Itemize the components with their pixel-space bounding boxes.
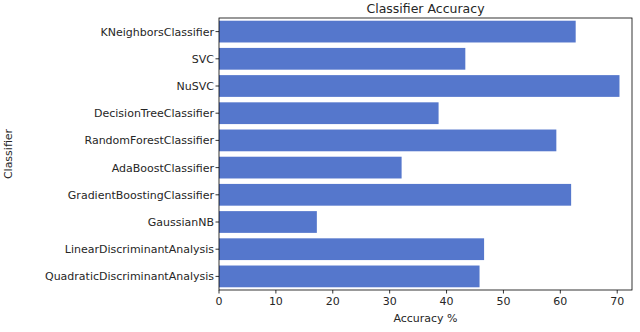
- y-tick: [216, 58, 220, 59]
- x-tick-label: 50: [496, 295, 510, 308]
- bar: [219, 211, 317, 233]
- y-tick: [216, 167, 220, 168]
- chart-container: KNeighborsClassifier SVC NuSVC DecisionTree…: [0, 0, 640, 332]
- category-label: SVC: [192, 53, 215, 66]
- y-tick: [216, 86, 220, 87]
- category-label: GaussianNB: [148, 216, 214, 229]
- y-tick: [216, 194, 220, 195]
- x-tick: [446, 290, 447, 294]
- x-tick: [219, 290, 220, 294]
- x-tick-label: 40: [440, 295, 454, 308]
- y-tick: [216, 31, 220, 32]
- bar: [219, 75, 619, 97]
- category-label: DecisionTreeClassifier: [94, 107, 214, 120]
- y-tick: [216, 113, 220, 114]
- category-label: LinearDiscriminantAnalysis: [65, 243, 214, 256]
- x-tick: [389, 290, 390, 294]
- bar: [219, 238, 484, 260]
- y-tick: [216, 276, 220, 277]
- title: Classifier Accuracy: [366, 1, 485, 16]
- bar: [219, 157, 402, 179]
- category-label: RandomForestClassifier: [84, 134, 214, 147]
- x-tick: [560, 290, 561, 294]
- bars: [219, 21, 619, 288]
- y-axis-label: Classifier: [2, 128, 15, 179]
- chart-svg: KNeighborsClassifier SVC NuSVC DecisionTree…: [0, 0, 640, 332]
- bar: [219, 266, 480, 288]
- bar: [219, 102, 439, 124]
- category-label: GradientBoostingClassifier: [68, 189, 215, 202]
- x-tick: [332, 290, 333, 294]
- x-tick-label: 0: [216, 295, 223, 308]
- bar: [219, 21, 576, 43]
- plot-frame: [219, 18, 632, 290]
- x-tick-label: 10: [269, 295, 283, 308]
- bar: [219, 184, 571, 206]
- x-tick: [617, 290, 618, 294]
- category-label: NuSVC: [177, 80, 215, 93]
- y-tick: [216, 222, 220, 223]
- y-tick: [216, 249, 220, 250]
- x-tick-label: 70: [610, 295, 624, 308]
- category-label: KNeighborsClassifier: [101, 26, 215, 39]
- bar: [219, 48, 465, 70]
- x-tick-label: 20: [326, 295, 340, 308]
- x-tick: [503, 290, 504, 294]
- y-tick: [216, 140, 220, 141]
- x-tick-label: 60: [553, 295, 567, 308]
- bar: [219, 130, 556, 152]
- category-label: QuadraticDiscriminantAnalysis: [45, 270, 214, 283]
- x-tick-label: 30: [383, 295, 397, 308]
- x-tick: [275, 290, 276, 294]
- category-label: AdaBoostClassifier: [112, 162, 215, 175]
- x-axis-label: Accuracy %: [393, 312, 457, 325]
